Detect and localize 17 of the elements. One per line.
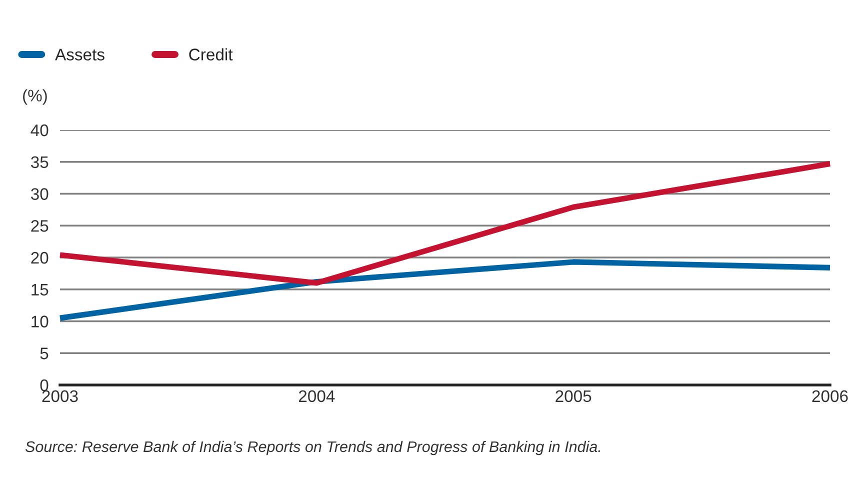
y-tick-label: 10	[32, 316, 48, 328]
x-tick-label: 2004	[298, 390, 335, 402]
legend-label: Assets	[55, 48, 104, 60]
x-tick-label: 2003	[42, 390, 78, 402]
y-tick-label: 20	[31, 252, 48, 264]
x-tick-label: 2006	[812, 390, 848, 402]
x-tick-label: 2005	[556, 390, 592, 402]
y-tick-label: 15	[32, 284, 48, 296]
y-tick-label: 40	[30, 124, 48, 136]
y-tick-label: 25	[31, 220, 48, 232]
source-note: Source: Reserve Bank of India’s Reports on Trends and Progress of Banking in India.	[25, 440, 600, 456]
y-tick-label: 0	[40, 379, 48, 392]
legend-label: Credit	[189, 48, 233, 60]
y-axis-title: (%)	[23, 89, 47, 105]
y-tick-label: 5	[40, 348, 48, 360]
y-tick-label: 35	[30, 156, 48, 168]
y-tick-label: 30	[30, 188, 48, 200]
